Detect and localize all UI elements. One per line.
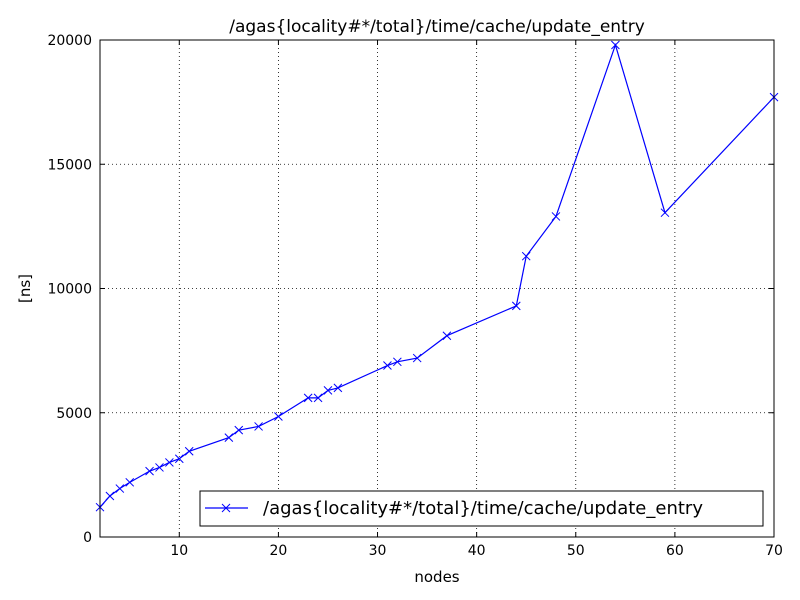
x-tick-label: 40	[468, 543, 486, 559]
marker-stroke	[224, 433, 234, 442]
data-point-marker	[392, 357, 402, 367]
data-point-marker	[660, 208, 670, 218]
chart-title: /agas{locality#*/total}/time/cache/updat…	[229, 17, 645, 37]
x-tick-label: 70	[765, 543, 783, 559]
x-tick-label: 20	[269, 543, 287, 559]
data-point-marker	[174, 454, 184, 464]
data-point-marker	[313, 393, 323, 403]
marker-stroke	[442, 331, 452, 341]
marker-stroke	[125, 477, 135, 487]
marker-stroke	[392, 357, 402, 367]
marker-stroke	[145, 466, 154, 476]
data-point-marker	[155, 463, 164, 472]
y-tick-label: 10000	[47, 282, 92, 298]
legend-label: /agas{locality#*/total}/time/cache/updat…	[263, 498, 703, 519]
x-tick-label: 60	[666, 543, 684, 559]
legend-x-marker	[221, 503, 231, 513]
marker-stroke	[221, 503, 231, 513]
y-tick-label: 15000	[47, 157, 92, 173]
y-tick-label: 20000	[47, 33, 92, 49]
marker-stroke	[412, 353, 422, 363]
marker-stroke	[323, 386, 333, 395]
data-point-marker	[412, 353, 422, 363]
data-point-marker	[611, 40, 620, 50]
data-point-marker	[115, 484, 125, 493]
data-point-marker	[323, 386, 333, 395]
axis-ticks: 10 20 30 40 50 60 70 0 5000 10000 15000 20000	[47, 33, 782, 559]
data-point-marker	[184, 446, 194, 456]
data-point-marker	[254, 422, 263, 431]
data-point-marker	[442, 331, 452, 341]
marker-stroke	[174, 454, 184, 464]
marker-stroke	[115, 484, 125, 493]
marker-stroke	[551, 212, 561, 221]
marker-stroke	[303, 393, 313, 403]
series-layer	[95, 40, 779, 512]
marker-stroke	[234, 425, 244, 435]
marker-stroke	[660, 208, 670, 218]
marker-stroke	[184, 446, 194, 456]
legend-box	[199, 490, 764, 527]
y-axis-label: [ns]	[16, 274, 34, 303]
data-point-marker	[234, 425, 244, 435]
data-point-marker	[165, 458, 174, 467]
marker-stroke	[274, 412, 283, 421]
marker-stroke	[313, 393, 323, 403]
data-point-marker	[551, 212, 561, 221]
marker-stroke	[254, 422, 263, 431]
data-point-marker	[224, 433, 234, 442]
data-point-marker	[105, 491, 115, 501]
marker-stroke	[521, 251, 531, 261]
data-point-marker	[333, 383, 343, 393]
x-tick-label: 50	[567, 543, 585, 559]
x-tick-label: 10	[170, 543, 188, 559]
data-point-marker	[303, 393, 313, 403]
x-axis-label: nodes	[414, 568, 459, 586]
legend: /agas{locality#*/total}/time/cache/updat…	[199, 490, 764, 527]
data-point-marker	[383, 361, 392, 370]
data-point-marker	[125, 477, 135, 487]
marker-stroke	[611, 40, 620, 50]
y-tick-label: 5000	[56, 406, 92, 422]
marker-stroke	[155, 463, 164, 472]
marker-stroke	[383, 361, 392, 370]
data-point-marker	[145, 466, 154, 476]
data-point-marker	[511, 301, 521, 311]
marker-stroke	[165, 458, 174, 467]
y-tick-label: 0	[83, 530, 92, 546]
marker-stroke	[333, 383, 343, 393]
data-point-marker	[521, 251, 531, 261]
marker-stroke	[511, 301, 521, 311]
marker-stroke	[105, 491, 115, 501]
plot-frame	[99, 39, 775, 538]
data-point-marker	[274, 412, 283, 421]
x-tick-label: 30	[369, 543, 387, 559]
